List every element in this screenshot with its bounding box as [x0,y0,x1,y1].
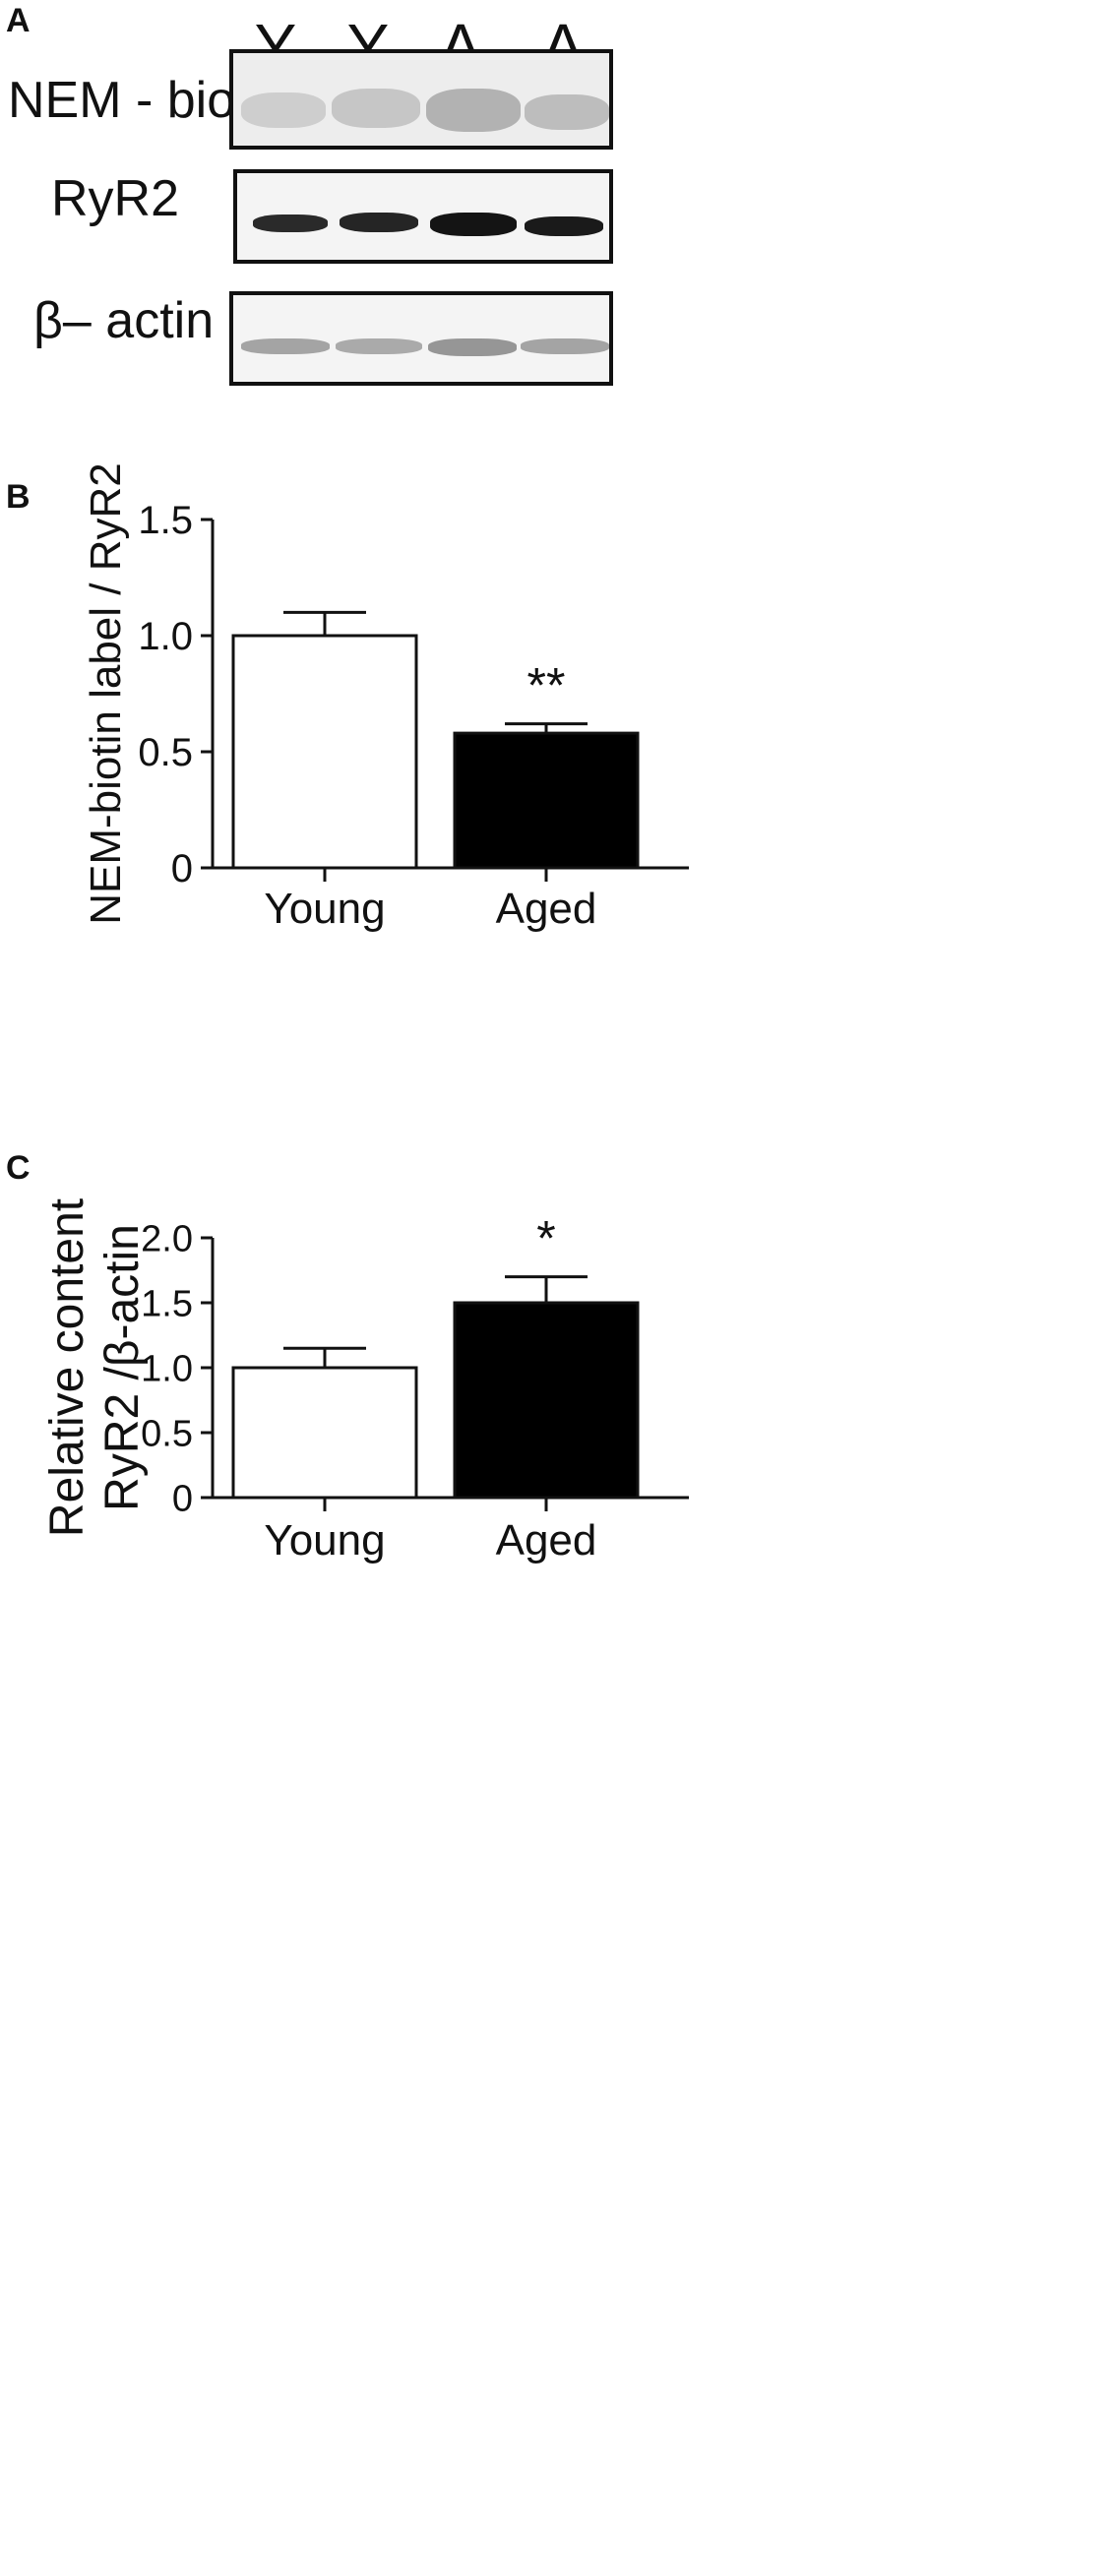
blot-row-label-beta-actin: β– actin [33,292,215,349]
bar-young [231,634,418,870]
band [426,89,521,132]
y-tick-label: 0.5 [141,1413,193,1454]
bar-aged [453,1301,640,1500]
y-tick-label: 0.5 [138,731,193,774]
y-tick-label: 0 [172,1478,193,1519]
bar-young [231,1366,418,1500]
panel-a-letter: A [6,2,31,39]
y-tick-label: 1.5 [141,1283,193,1324]
chart-c-axes: 0 0.5 1.0 1.5 2.0 Young Aged [141,1218,689,1564]
band [241,92,326,128]
y-tick-label: 0 [171,847,193,890]
x-tick-label: Young [264,1516,385,1564]
chart-b: NEM-biotin label / RyR2 0 0.5 1.0 1.5 Young A… [82,462,689,933]
blot-beta-actin [229,291,613,386]
significance-marker: ** [527,658,566,713]
x-tick-label: Young [264,885,385,933]
x-tick-label: Aged [496,885,597,933]
band [525,94,609,130]
panel-b-letter: B [6,478,31,516]
y-tick-label: 1.0 [141,1348,193,1389]
band [241,338,330,354]
bar-aged [453,731,640,870]
significance-marker: * [536,1211,555,1266]
chart-c: Relative content RyR2 /β-actin 0 0.5 1.0 1.5… [41,1198,689,1564]
blot-ryr2 [233,169,613,264]
band [332,89,420,128]
band [521,338,609,354]
chart-b-axes: 0 0.5 1.0 1.5 Young Aged [138,499,689,933]
chart-c-y-axis-title: Relative content RyR2 /β-actin [41,1198,149,1537]
blot-row-label-ryr2: RyR2 [51,170,180,227]
band [336,338,422,354]
chart-c-bars: * [231,1211,640,1500]
chart-b-y-axis-title: NEM-biotin label / RyR2 [82,462,130,925]
x-tick-label: Aged [496,1516,597,1564]
band [253,215,328,232]
y-tick-label: 1.5 [138,499,193,542]
band [525,216,603,236]
y-tick-label: 1.0 [138,615,193,658]
chart-b-bars: ** [231,610,640,870]
band [430,213,517,236]
y-axis-title-line: RyR2 /β-actin [96,1224,149,1511]
band [428,338,517,356]
panel-c-letter: C [6,1149,31,1187]
y-tick-label: 2.0 [141,1218,193,1259]
y-axis-title-line: Relative content [41,1198,93,1537]
band [340,213,418,232]
blot-nem-biotin [229,49,613,150]
y-axis-title: NEM-biotin label / RyR2 [82,462,130,925]
